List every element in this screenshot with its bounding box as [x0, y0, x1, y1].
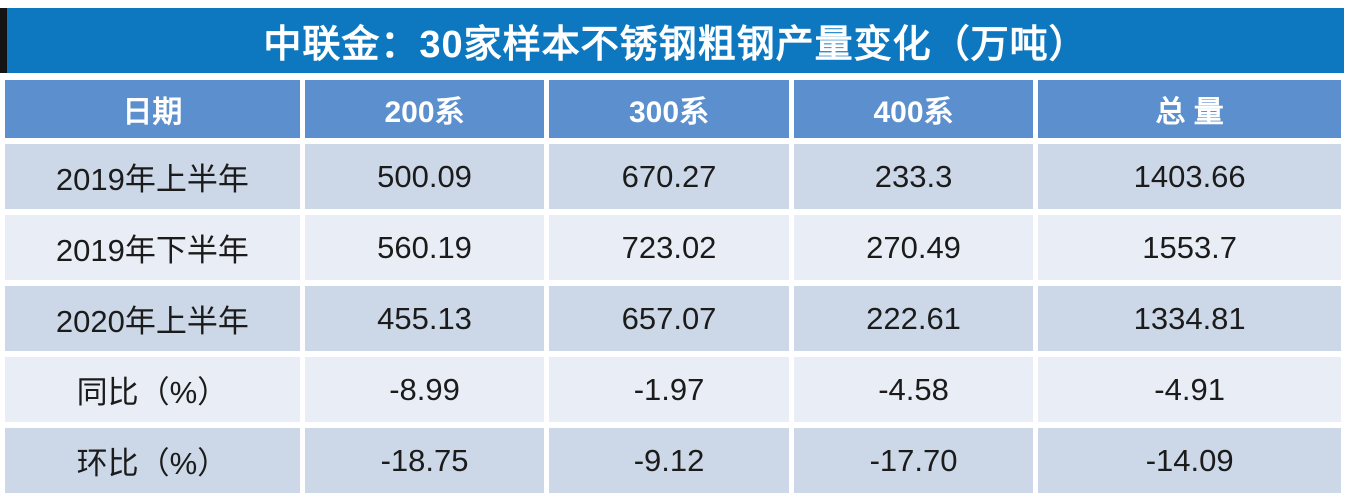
table-row: 2019年下半年 560.19 723.02 270.49 1553.7	[5, 215, 1341, 280]
data-cell: -18.75	[304, 428, 545, 493]
column-header-300: 300系	[549, 80, 789, 138]
header-row: 日期 200系 300系 400系 总 量	[5, 80, 1341, 138]
row-label: 2019年上半年	[5, 144, 300, 209]
data-cell: 723.02	[549, 215, 789, 280]
column-header-400: 400系	[793, 80, 1034, 138]
column-header-date: 日期	[5, 80, 300, 138]
table-row: 2019年上半年 500.09 670.27 233.3 1403.66	[5, 144, 1341, 209]
accent-bar	[0, 8, 7, 73]
table-row: 环比（%） -18.75 -9.12 -17.70 -14.09	[5, 428, 1341, 493]
row-label: 环比（%）	[5, 428, 300, 493]
data-cell: 657.07	[549, 286, 789, 351]
data-cell: -14.09	[1038, 428, 1341, 493]
data-cell: -1.97	[549, 357, 789, 422]
data-cell: 1403.66	[1038, 144, 1341, 209]
data-cell: 560.19	[304, 215, 545, 280]
data-cell: -8.99	[304, 357, 545, 422]
column-header-200: 200系	[304, 80, 545, 138]
production-table: 日期 200系 300系 400系 总 量 2019年上半年 500.09 67…	[0, 74, 1346, 499]
row-label: 2020年上半年	[5, 286, 300, 351]
table-row: 同比（%） -8.99 -1.97 -4.58 -4.91	[5, 357, 1341, 422]
data-cell: 1553.7	[1038, 215, 1341, 280]
page-title: 中联金：30家样本不锈钢粗钢产量变化（万吨）	[7, 8, 1344, 73]
row-label: 2019年下半年	[5, 215, 300, 280]
data-cell: 500.09	[304, 144, 545, 209]
data-cell: 222.61	[793, 286, 1034, 351]
data-cell: 455.13	[304, 286, 545, 351]
data-cell: -9.12	[549, 428, 789, 493]
data-cell: 1334.81	[1038, 286, 1341, 351]
row-label: 同比（%）	[5, 357, 300, 422]
data-cell: 270.49	[793, 215, 1034, 280]
title-bar: 中联金：30家样本不锈钢粗钢产量变化（万吨）	[0, 8, 1344, 73]
table-row: 2020年上半年 455.13 657.07 222.61 1334.81	[5, 286, 1341, 351]
data-cell: 670.27	[549, 144, 789, 209]
data-cell: -4.91	[1038, 357, 1341, 422]
column-header-total: 总 量	[1038, 80, 1341, 138]
data-cell: -17.70	[793, 428, 1034, 493]
data-cell: 233.3	[793, 144, 1034, 209]
data-cell: -4.58	[793, 357, 1034, 422]
